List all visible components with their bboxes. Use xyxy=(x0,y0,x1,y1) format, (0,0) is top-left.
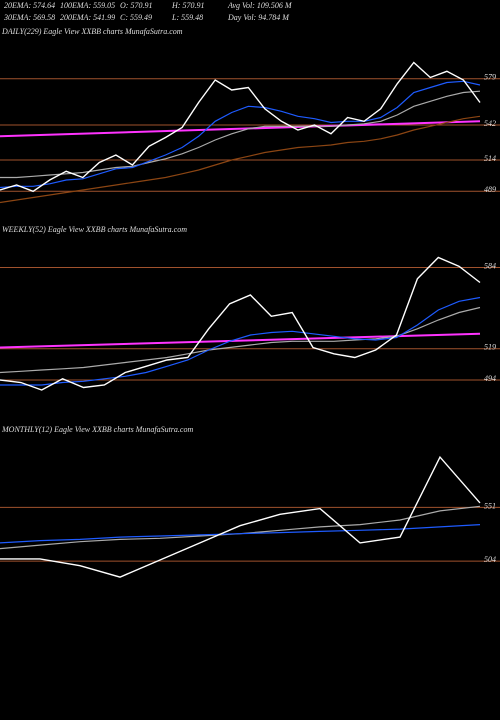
header-stat: 20EMA: 574.64 xyxy=(4,1,55,10)
y-tick-label: 494 xyxy=(484,374,496,383)
y-tick-label: 504 xyxy=(484,555,496,564)
header-stat: C: 559.49 xyxy=(120,13,152,22)
header-stat: Day Vol: 94.784 M xyxy=(227,13,290,22)
header-stat: L: 559.48 xyxy=(171,13,203,22)
price-line xyxy=(0,296,481,386)
header-stat: 30EMA: 569.58 xyxy=(3,13,55,22)
header-stat: 200EMA: 541.99 xyxy=(60,13,115,22)
panel-title: WEEKLY(52) Eagle View XXBB charts Munafa… xyxy=(2,225,187,234)
y-tick-label: 542 xyxy=(484,119,496,128)
y-tick-label: 551 xyxy=(484,501,496,510)
y-tick-label: 489 xyxy=(484,185,496,194)
header-stat: 100EMA: 559.05 xyxy=(60,1,115,10)
header-stat: H: 570.91 xyxy=(171,1,204,10)
header-stat: Avg Vol: 109.506 M xyxy=(227,1,293,10)
price-line xyxy=(0,90,481,179)
trend-line xyxy=(0,332,481,349)
trend-line xyxy=(0,120,481,138)
panel-title: MONTHLY(12) Eagle View XXBB charts Munaf… xyxy=(1,425,193,434)
y-tick-label: 514 xyxy=(484,154,496,163)
price-line xyxy=(0,256,481,391)
y-tick-label: 579 xyxy=(484,73,496,82)
y-tick-label: 519 xyxy=(484,343,496,352)
y-tick-label: 584 xyxy=(484,261,496,270)
panel-title: DAILY(229) Eagle View XXBB charts Munafa… xyxy=(1,27,183,36)
price-line xyxy=(0,505,481,550)
price-line xyxy=(0,524,481,544)
header-stat: O: 570.91 xyxy=(120,1,152,10)
price-line xyxy=(0,80,481,189)
price-line xyxy=(0,61,481,193)
price-line xyxy=(0,115,481,204)
price-line xyxy=(0,455,481,578)
